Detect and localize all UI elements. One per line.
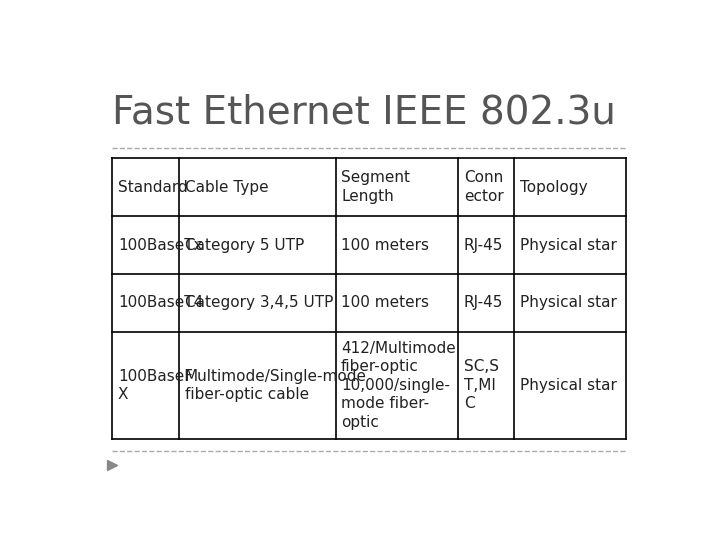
Text: Topology: Topology bbox=[520, 180, 588, 195]
Text: Cable Type: Cable Type bbox=[185, 180, 269, 195]
Text: Standard: Standard bbox=[118, 180, 188, 195]
Text: RJ-45: RJ-45 bbox=[464, 238, 503, 253]
Text: 412/Multimode
fiber-optic
10,000/single-
mode fiber-
optic: 412/Multimode fiber-optic 10,000/single-… bbox=[341, 341, 456, 430]
Text: Category 5 UTP: Category 5 UTP bbox=[185, 238, 304, 253]
Text: RJ-45: RJ-45 bbox=[464, 295, 503, 310]
Text: SC,S
T,MI
C: SC,S T,MI C bbox=[464, 359, 499, 411]
Text: 100 meters: 100 meters bbox=[341, 295, 429, 310]
Text: Segment
Length: Segment Length bbox=[341, 171, 410, 204]
Text: Multimode/Single-mode
fiber-optic cable: Multimode/Single-mode fiber-optic cable bbox=[185, 369, 367, 402]
Text: 100BaseT4: 100BaseT4 bbox=[118, 295, 203, 310]
Text: 100BaseTx: 100BaseTx bbox=[118, 238, 202, 253]
Text: Physical star: Physical star bbox=[520, 238, 616, 253]
Text: Physical star: Physical star bbox=[520, 378, 616, 393]
Text: Fast Ethernet IEEE 802.3u: Fast Ethernet IEEE 802.3u bbox=[112, 94, 616, 132]
Text: 100 meters: 100 meters bbox=[341, 238, 429, 253]
Text: Category 3,4,5 UTP: Category 3,4,5 UTP bbox=[185, 295, 333, 310]
Text: Conn
ector: Conn ector bbox=[464, 171, 503, 204]
Text: Physical star: Physical star bbox=[520, 295, 616, 310]
Text: 100BaseF
X: 100BaseF X bbox=[118, 369, 193, 402]
